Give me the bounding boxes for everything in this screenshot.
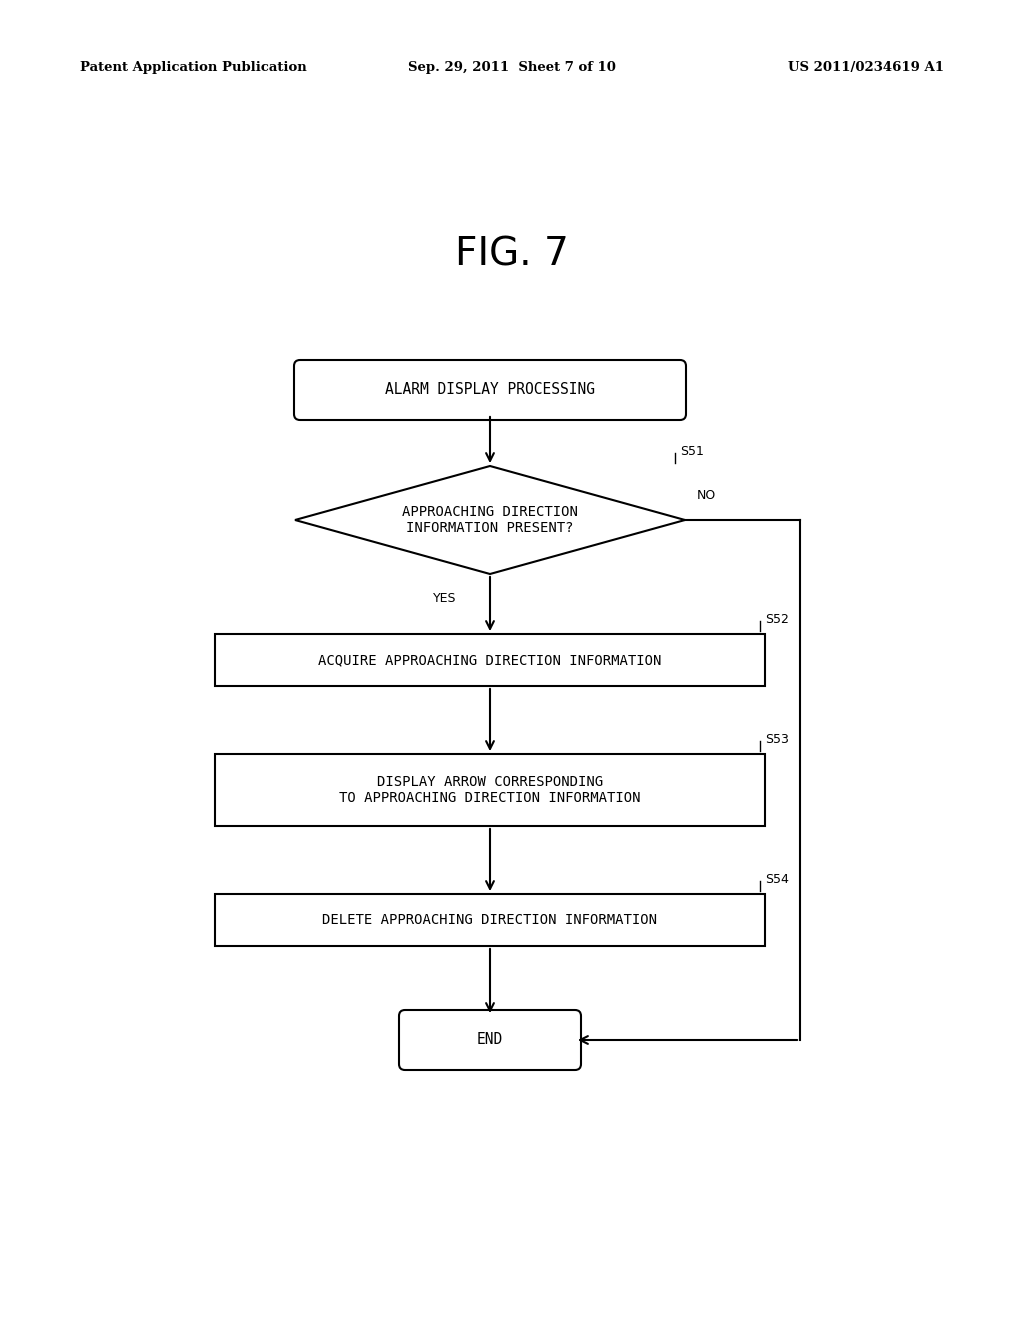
Text: YES: YES <box>433 591 457 605</box>
Text: S51: S51 <box>680 445 703 458</box>
Text: ALARM DISPLAY PROCESSING: ALARM DISPLAY PROCESSING <box>385 383 595 397</box>
FancyBboxPatch shape <box>294 360 686 420</box>
Text: FIG. 7: FIG. 7 <box>455 236 569 275</box>
Bar <box>215 634 765 686</box>
Text: S52: S52 <box>765 612 788 626</box>
Text: DELETE APPROACHING DIRECTION INFORMATION: DELETE APPROACHING DIRECTION INFORMATION <box>323 913 657 927</box>
Text: Patent Application Publication: Patent Application Publication <box>80 62 307 74</box>
Text: END: END <box>477 1032 503 1048</box>
Text: US 2011/0234619 A1: US 2011/0234619 A1 <box>788 62 944 74</box>
Text: DISPLAY ARROW CORRESPONDING
TO APPROACHING DIRECTION INFORMATION: DISPLAY ARROW CORRESPONDING TO APPROACHI… <box>339 775 641 805</box>
Text: S53: S53 <box>765 733 788 746</box>
Text: Sep. 29, 2011  Sheet 7 of 10: Sep. 29, 2011 Sheet 7 of 10 <box>408 62 616 74</box>
Text: S54: S54 <box>765 873 788 886</box>
FancyBboxPatch shape <box>399 1010 581 1071</box>
Polygon shape <box>295 466 685 574</box>
Bar <box>215 754 765 826</box>
Text: NO: NO <box>697 488 716 502</box>
Text: ACQUIRE APPROACHING DIRECTION INFORMATION: ACQUIRE APPROACHING DIRECTION INFORMATIO… <box>318 653 662 667</box>
Bar <box>215 894 765 946</box>
Text: APPROACHING DIRECTION
INFORMATION PRESENT?: APPROACHING DIRECTION INFORMATION PRESEN… <box>402 504 578 535</box>
